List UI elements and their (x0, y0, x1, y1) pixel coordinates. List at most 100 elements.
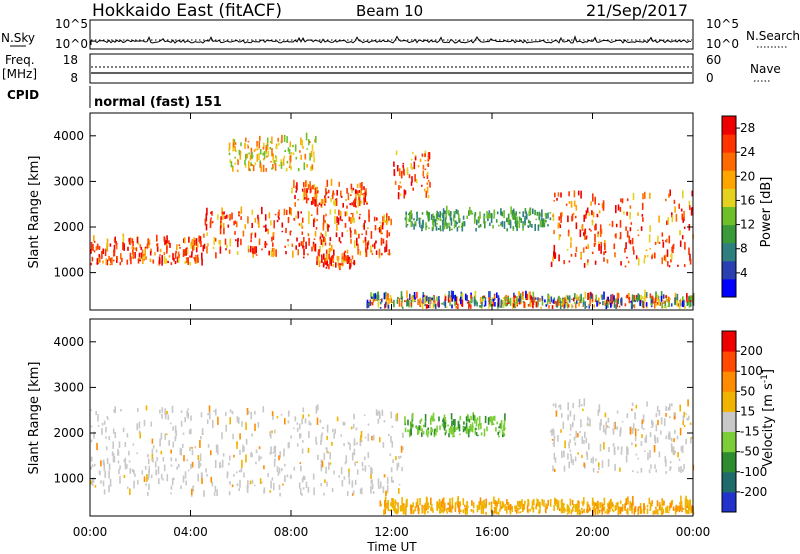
power-echo-cell (657, 235, 659, 244)
power-echo-cell (195, 247, 198, 253)
velocity-echo-cell (590, 458, 593, 464)
velocity-echo-cell (399, 505, 402, 512)
velocity-echo-cell (166, 410, 168, 415)
power-echo-cell (364, 220, 366, 224)
velocity-echo-cell (431, 507, 434, 511)
velocity-echo-cell (258, 455, 260, 462)
velocity-echo-cell (583, 398, 586, 407)
power-echo-cell (285, 168, 288, 172)
velocity-echo-cell (236, 471, 238, 474)
power-echo-cell (466, 215, 468, 219)
velocity-echo-cell (170, 449, 172, 454)
velocity-echo-cell (367, 423, 370, 426)
power-echo-cell (448, 291, 450, 298)
power-echo-cell (668, 265, 671, 268)
power-echo-cell (680, 208, 683, 212)
power-echo-cell (674, 297, 677, 305)
velocity-echo-cell (575, 430, 577, 438)
velocity-echo-cell (109, 478, 112, 487)
power-echo-cell (170, 262, 173, 266)
power-echo-cell (329, 257, 331, 265)
velocity-echo-cell (402, 433, 404, 438)
velocity-echo-cell (492, 423, 495, 426)
velocity-echo-cell (183, 455, 185, 462)
velocity-echo-cell (197, 473, 199, 482)
velocity-echo-cell (186, 410, 188, 417)
velocity-echo-cell (679, 504, 682, 511)
power-echo-cell (513, 213, 515, 220)
velocity-echo-cell (629, 503, 631, 511)
velocity-echo-cell (654, 510, 657, 513)
power-echo-cell (122, 236, 125, 243)
velocity-echo-cell (689, 504, 691, 506)
power-echo-cell (359, 194, 361, 198)
power-echo-cell (643, 258, 646, 264)
time-axis-ticks: 00:00 04:00 08:00 12:00 16:00 20:00 00:00 (73, 113, 710, 539)
velocity-echo-cell (389, 509, 391, 512)
power-echo-cell (137, 242, 140, 245)
velocity-echo-cell (216, 444, 219, 450)
power-echo-cell (431, 218, 434, 225)
velocity-echo-cell (444, 422, 446, 428)
velocity-echo-cell (206, 419, 209, 424)
power-echo-cell (305, 180, 308, 187)
power-echo-cell (250, 162, 252, 167)
power-echo-cell (324, 203, 326, 206)
power-echo-cell (577, 296, 579, 301)
velocity-echo-cell (123, 459, 126, 462)
power-echo-cell (329, 242, 331, 246)
velocity-echo-cell (164, 414, 167, 418)
power-echo-cell (309, 152, 311, 161)
velocity-echo-cell (578, 399, 581, 407)
power-echo-cell (476, 219, 478, 226)
power-echo-cell (683, 216, 685, 222)
velocity-echo-cell (555, 410, 558, 417)
power-echo-cell (220, 216, 222, 221)
velocity-echo-cell (683, 464, 685, 470)
power-echo-cell (651, 295, 654, 300)
power-echo-cell (560, 303, 563, 306)
power-echo-cell (165, 240, 168, 244)
power-echo-cell (266, 144, 269, 147)
freq-label-line1: Freq. (5, 53, 35, 67)
power-echo-cell (587, 292, 589, 300)
power-echo-cell (343, 256, 345, 261)
power-echo-cell (219, 246, 222, 254)
power-echo-cell (335, 262, 337, 268)
velocity-echo-cell (634, 436, 637, 442)
velocity-echo-cell (370, 479, 373, 484)
power-echo-cell (423, 176, 425, 179)
velocity-echo-cell (663, 418, 666, 426)
velocity-echo-cell (536, 498, 538, 505)
velocity-echo-cell (263, 487, 266, 494)
velocity-echo-cell (308, 420, 311, 426)
power-echo-cell (579, 229, 582, 238)
velocity-echo-cell (637, 507, 639, 512)
power-echo-cell (589, 297, 592, 300)
power-echo-cell (355, 230, 358, 235)
power-echo-cell (662, 241, 665, 248)
power-echo-cell (442, 224, 444, 232)
power-echo-cell (314, 187, 317, 195)
power-echo-cell (618, 305, 621, 308)
power-echo-cell (289, 155, 292, 163)
velocity-echo-cell (581, 436, 584, 444)
power-echo-cell (498, 224, 500, 227)
velocity-echo-cell (216, 489, 218, 496)
velocity-echo-cell (643, 503, 645, 510)
power-echo-cell (617, 204, 620, 211)
power-echo-cell (469, 301, 471, 305)
power-echo-cell (268, 212, 271, 219)
power-colorbar-tick-label: 4 (740, 266, 748, 280)
power-echo-cell (368, 302, 370, 305)
power-echo-cell (193, 257, 195, 259)
velocity-echo-cell (277, 471, 280, 476)
velocity-echo-cell (163, 464, 166, 472)
velocity-echo-cell (673, 413, 675, 416)
power-echo-cell (317, 190, 319, 194)
power-echo-cell (358, 190, 361, 193)
power-echo-cell (184, 249, 186, 256)
velocity-echo-cell (608, 501, 611, 505)
power-echo-cell (320, 198, 323, 204)
velocity-echo-cell (569, 498, 572, 507)
